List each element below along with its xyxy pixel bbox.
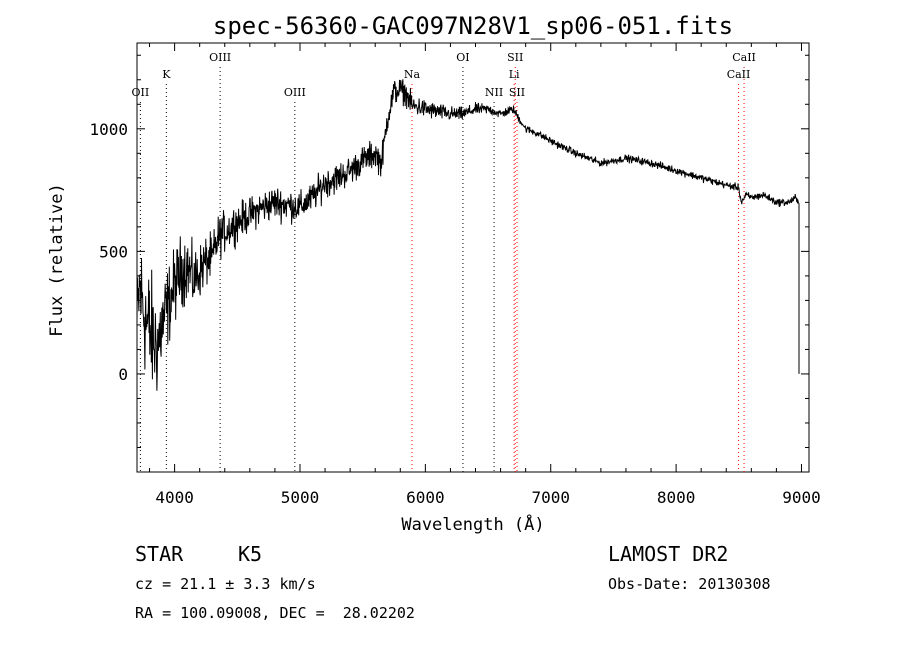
redshift-text: cz = 21.1 ± 3.3 km/s [135, 575, 316, 593]
line-marker-label: OII [132, 86, 150, 99]
x-tick-label: 7000 [531, 488, 570, 507]
line-marker-label: OIII [284, 86, 306, 99]
x-tick-label: 9000 [782, 488, 821, 507]
y-axis-label: Flux (relative) [47, 183, 67, 337]
coordinates-text: RA = 100.09008, DEC = 28.02202 [135, 604, 415, 622]
y-axis-ticks: 0 500 1000 [89, 54, 809, 448]
line-marker-label: OI [456, 51, 469, 64]
y-tick-label: 0 [118, 365, 128, 384]
line-marker-label: Na [404, 68, 421, 81]
x-axis-ticks: 4000 5000 6000 7000 8000 9000 [149, 43, 821, 507]
line-marker-label: CaII [732, 51, 756, 64]
line-marker-label: OIII [209, 51, 231, 64]
line-marker-label: NII [485, 86, 503, 99]
spectrum-line [136, 79, 800, 391]
line-marker-label: Li [509, 68, 520, 81]
x-tick-label: 6000 [406, 488, 445, 507]
x-tick-label: 4000 [155, 488, 194, 507]
line-marker-label: K [162, 68, 171, 81]
obs-date: Obs-Date: 20130308 [608, 575, 771, 593]
y-tick-label: 500 [99, 242, 128, 261]
x-tick-label: 8000 [657, 488, 696, 507]
class-label: STAR [135, 542, 184, 566]
y-tick-label: 1000 [89, 120, 128, 139]
subclass-label: K5 [238, 542, 263, 566]
line-marker-label: CaII [727, 68, 751, 81]
spectrum-series [136, 79, 800, 391]
x-axis-label: Wavelength (Å) [401, 513, 544, 535]
plot-frame [136, 42, 810, 473]
chart-title: spec-56360-GAC097N28V1_sp06-051.fits [213, 12, 733, 40]
x-tick-label: 5000 [281, 488, 320, 507]
line-markers: OII K OIII OIII Na OI NII SII Li SII CaII CaII [132, 51, 756, 472]
survey-label: LAMOST DR2 [608, 542, 729, 566]
line-marker-label: SII [507, 51, 523, 64]
line-marker-label: SII [509, 86, 525, 99]
